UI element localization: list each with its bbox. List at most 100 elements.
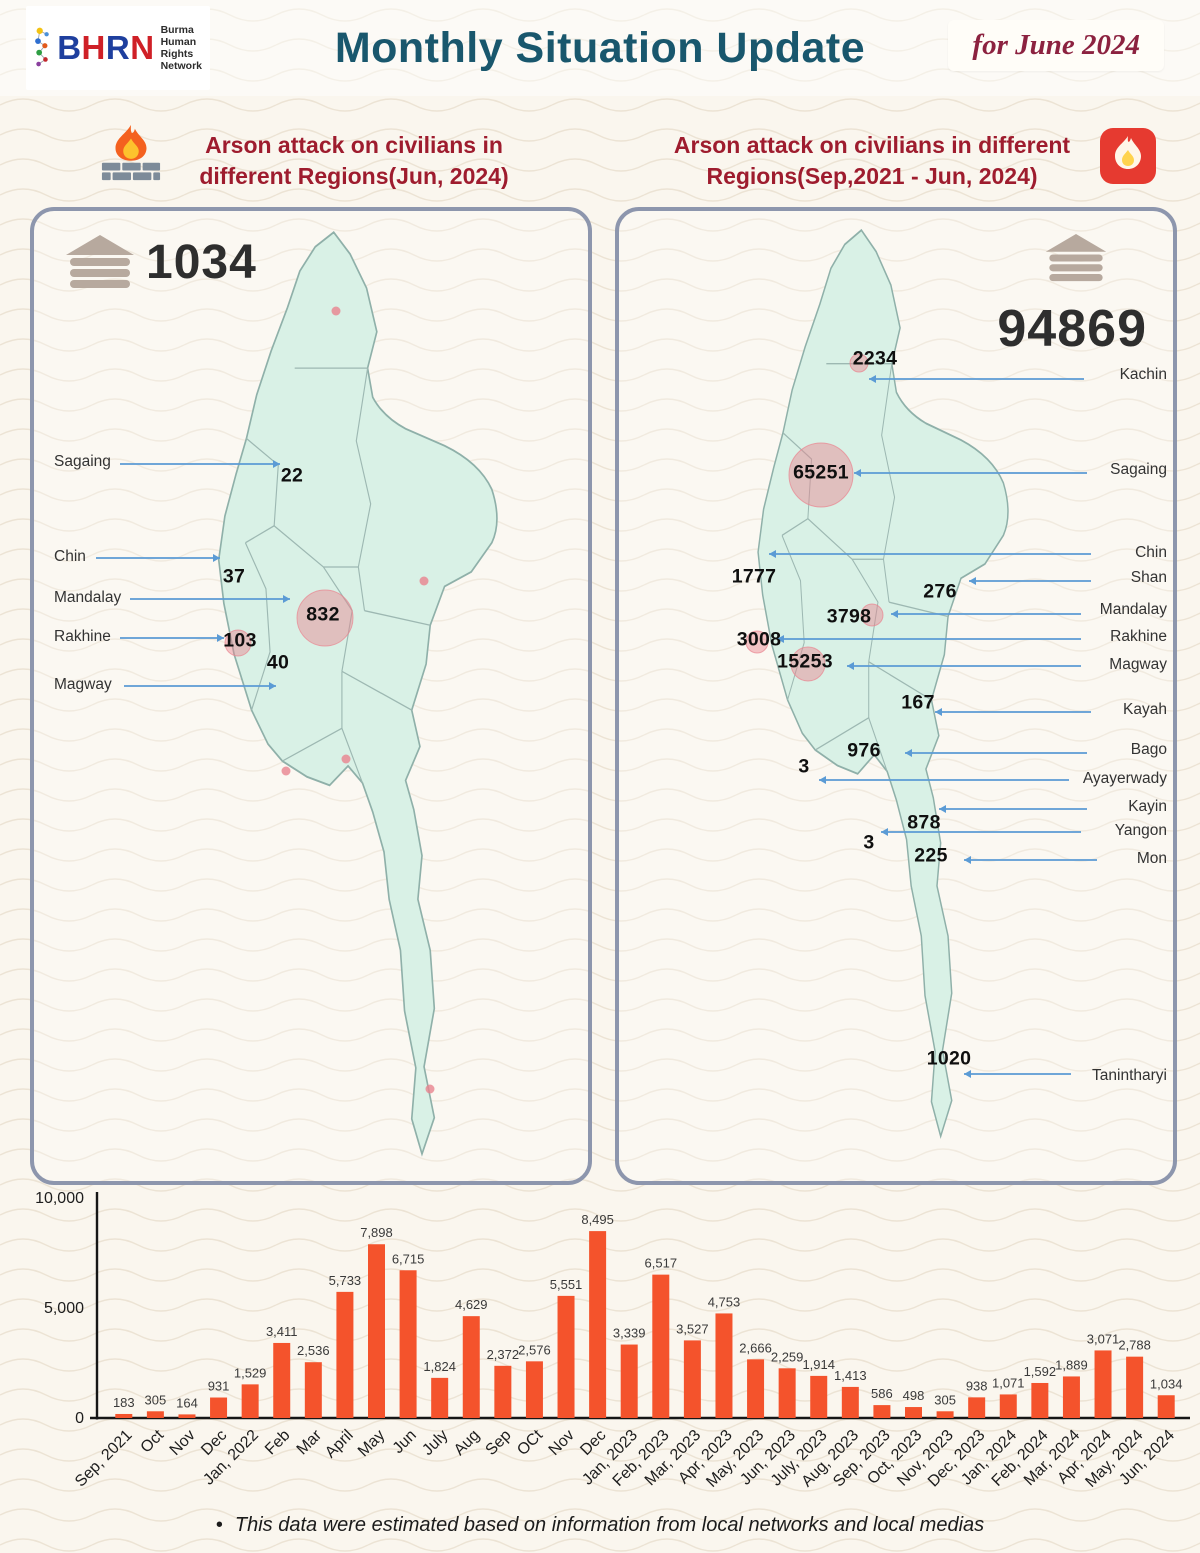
bar-value-label: 4,629 [455,1297,488,1312]
bar-value-label: 2,259 [771,1349,804,1364]
region-value-magway: 40 [266,651,290,674]
region-value-bago: 976 [847,739,881,762]
incident-dot [331,306,341,316]
bar-value-label: 1,914 [802,1357,835,1372]
leader-arrow-kachin [869,375,876,383]
bubble-mandalay [860,603,884,627]
bar-value-label: 164 [176,1395,198,1410]
region-value-rakhine: 103 [223,629,257,652]
org-name-line: Network [160,60,202,73]
bar-value-label: 3,527 [676,1321,709,1336]
footnote: • This data were estimated based on infor… [0,1514,1200,1537]
bar-apr-2024 [1094,1350,1112,1418]
bar-value-label: 305 [145,1392,167,1407]
x-tick-label: Sep, 2021 [72,1427,136,1491]
state-border [851,558,879,662]
region-value-ayayerwady: 3 [798,755,810,778]
bar-feb-2023 [652,1274,670,1418]
bubble-kachin [849,353,869,373]
state-border [245,437,279,544]
region-label-rakhine: Rakhine [1110,628,1167,645]
region-label-magway: Magway [54,676,112,693]
myanmar-map [757,228,1009,1140]
incident-dot [341,754,351,764]
region-value-magway: 15253 [777,650,833,673]
bar-value-label: 2,536 [297,1343,330,1358]
region-label-mon: Mon [1136,850,1167,867]
bar-july [431,1377,449,1418]
bar-april [336,1291,354,1418]
y-tick-label-1: 5,000 [44,1300,84,1317]
bubble-rakhine [224,629,252,657]
myanmar-outline [757,228,1009,1140]
bar-value-label: 1,071 [992,1375,1025,1390]
state-border [244,542,271,711]
bar-value-label: 2,666 [739,1340,772,1355]
leader-arrow-rakhine [217,634,224,642]
region-label-bago: Bago [1130,741,1167,758]
bar-value-label: 586 [871,1386,893,1401]
bubble-magway [790,646,826,682]
right-map-overlay [745,353,1097,1078]
state-border [364,610,431,626]
right-panel-title-line2: Regions(Sep,2021 - Jun, 2024) [706,163,1038,190]
x-tick-label: Jun [390,1427,420,1457]
region-label-shan: Shan [1130,569,1167,586]
footnote-bullet: • [215,1514,223,1536]
bar-jun-2024 [1157,1395,1175,1418]
date-badge: for June 2024 [948,20,1164,71]
state-border [868,661,932,701]
bar-jan-2024 [999,1394,1017,1418]
left-total-count: 1034 [146,236,257,289]
bar-feb-2024 [1031,1382,1049,1418]
leader-arrow-sagaing [273,460,280,468]
region-label-ayayerwady: Ayayerwady [1082,770,1167,787]
bar-may-2024 [1126,1356,1144,1418]
bar-may-2023 [747,1359,765,1418]
page-title: Monthly Situation Update [334,24,866,72]
bar-feb [273,1342,291,1418]
region-value-mandalay: 3798 [826,605,872,628]
right-map-annotations: Kachin 2234 Sagaing 65251 Chin 1777 Shan 276 Man… [619,211,1173,1181]
region-value-mandalay: 832 [306,603,340,626]
bar-value-label: 1,529 [234,1365,267,1380]
region-value-chin: 1777 [731,565,777,588]
org-name-line: Human [160,35,197,48]
bar-value-label: 5,551 [550,1277,583,1292]
bar-dec-2023 [968,1397,986,1418]
bubble-rakhine [745,630,769,654]
bar-oct [525,1361,543,1418]
bar-value-label: 183 [113,1395,135,1410]
left-map-annotations: Sagaing 22 Chin 37 Mandalay 832 Rakhine 103 Magw… [34,211,588,1181]
left-panel-title-line1: Arson attack on civilians in [205,132,503,158]
y-tick-label-2: 10,000 [35,1190,84,1207]
y-tick-label-0: 0 [75,1410,84,1427]
region-value-yangon: 3 [863,831,875,854]
bar-value-label: 5,733 [329,1273,362,1288]
bar-value-label: 1,592 [1024,1364,1057,1379]
bar-aug-2023 [841,1386,859,1418]
bar-value-label: 498 [903,1388,925,1403]
leader-arrow-magway [269,682,276,690]
bar-sep [494,1365,512,1418]
x-tick-label: Mar [294,1426,326,1458]
region-value-kachin: 2234 [852,347,898,370]
right-total-count: 94869 [997,300,1147,358]
bar-value-label: 1,889 [1055,1357,1088,1372]
brand-letter-n: N [130,29,155,66]
x-tick-label: Nov [167,1427,199,1459]
panel-right: 94869 Kachin 2234 Sagaing 65251 Chin 1777 Shan… [615,207,1177,1185]
region-label-chin: Chin [54,548,86,565]
bar-oct-2023 [905,1407,922,1418]
leader-arrow-rakhine [777,635,784,643]
region-value-sagaing: 65251 [793,461,849,484]
org-name-line: Burma [160,23,194,36]
bar-value-label: 3,339 [613,1326,646,1341]
bar-jun-2023 [778,1368,796,1418]
bar-mar-2024 [1062,1376,1080,1418]
x-tick-label: Nov [546,1427,578,1459]
bhrn-network-icon [35,27,49,67]
